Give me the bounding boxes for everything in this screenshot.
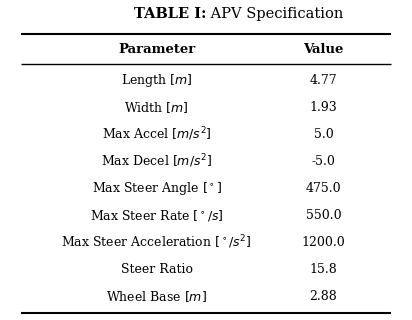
Text: 1.93: 1.93 (309, 101, 337, 114)
Text: 5.0: 5.0 (314, 128, 333, 141)
Text: Steer Ratio: Steer Ratio (121, 263, 192, 276)
Text: Max Decel $[m/s^2]$: Max Decel $[m/s^2]$ (101, 153, 212, 170)
Text: 1200.0: 1200.0 (302, 236, 345, 249)
Text: 550.0: 550.0 (306, 209, 341, 222)
Text: Wheel Base $[m]$: Wheel Base $[m]$ (106, 289, 207, 304)
Text: Max Accel $[m/s^2]$: Max Accel $[m/s^2]$ (102, 126, 211, 143)
Text: 15.8: 15.8 (309, 263, 337, 276)
Text: 2.88: 2.88 (309, 290, 337, 303)
Text: Parameter: Parameter (118, 43, 195, 56)
Text: Width $[m]$: Width $[m]$ (124, 100, 189, 115)
Text: APV Specification: APV Specification (206, 7, 343, 21)
Text: Length $[m]$: Length $[m]$ (121, 72, 192, 89)
Text: 475.0: 475.0 (306, 182, 341, 195)
Text: Max Steer Acceleration $[^\circ/s^2]$: Max Steer Acceleration $[^\circ/s^2]$ (61, 234, 252, 251)
Text: 4.77: 4.77 (309, 74, 337, 87)
Text: Max Steer Rate $[^\circ/s]$: Max Steer Rate $[^\circ/s]$ (90, 208, 223, 223)
Text: Value: Value (303, 43, 344, 56)
Text: TABLE I:: TABLE I: (133, 7, 206, 21)
Text: Max Steer Angle $[^\circ]$: Max Steer Angle $[^\circ]$ (91, 180, 222, 197)
Text: -5.0: -5.0 (311, 155, 335, 168)
